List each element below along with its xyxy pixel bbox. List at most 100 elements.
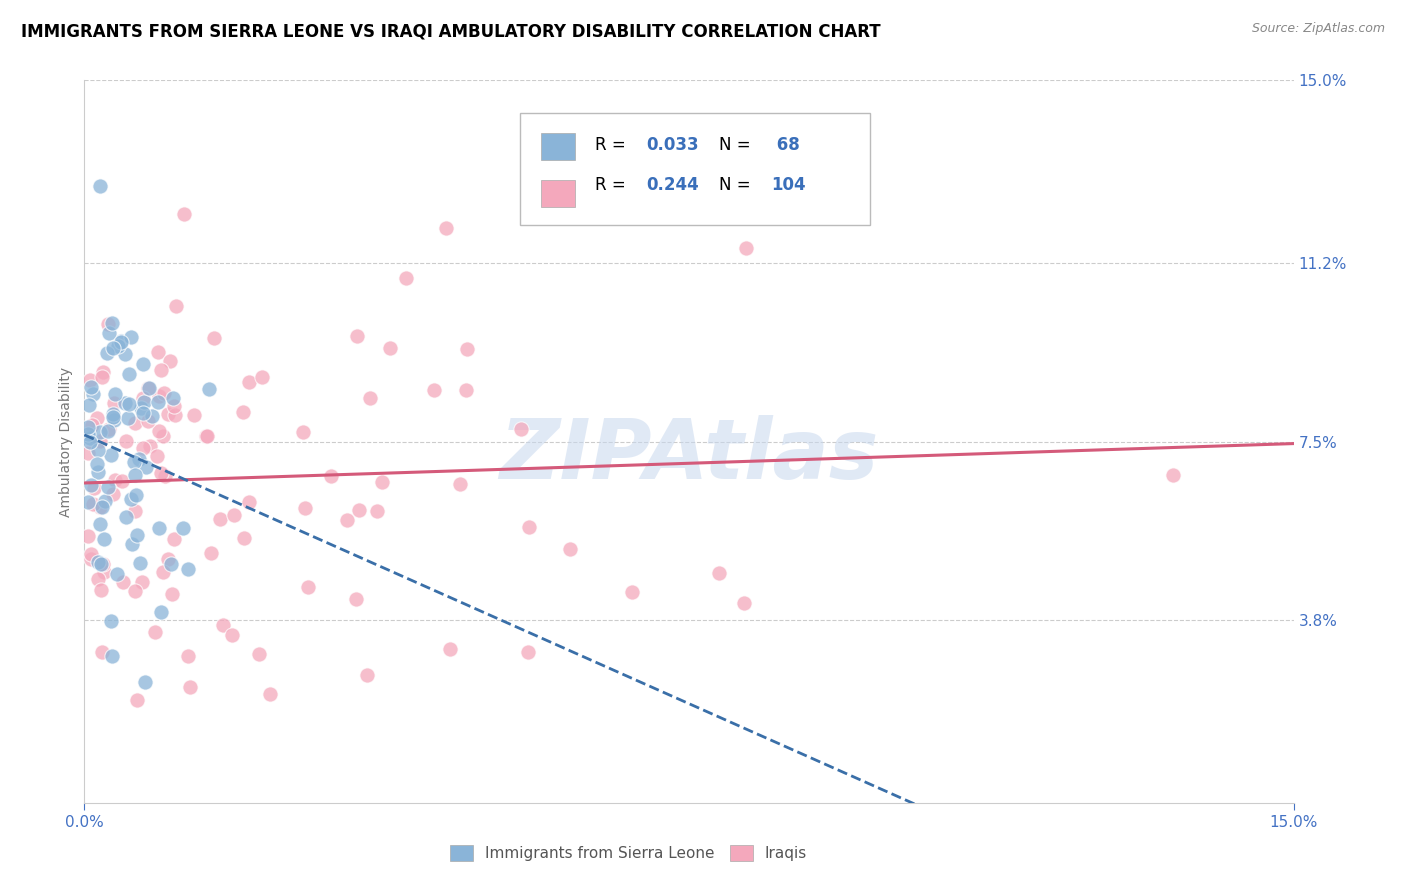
Point [162,391,184,405]
Point [380,341,402,355]
Point [110,334,132,348]
Point [148,390,170,404]
Point [510,422,533,436]
Point [200,546,222,560]
Text: Source: ZipAtlas.com: Source: ZipAtlas.com [1251,22,1385,36]
Point [336,513,359,527]
Point [136,414,159,428]
Point [198,382,221,396]
Point [247,648,270,662]
Point [456,383,478,397]
Point [259,687,281,701]
Point [172,521,194,535]
Point [89,425,111,440]
Point [77,420,100,434]
Point [148,424,170,438]
Point [132,406,155,420]
Point [77,495,100,509]
Point [138,439,160,453]
Point [87,442,110,457]
Point [238,375,260,389]
Point [136,382,159,396]
Point [134,395,156,409]
Point [91,645,114,659]
Point [97,424,120,438]
Point [356,668,378,682]
Text: N =: N = [720,136,756,154]
Point [129,557,152,571]
Point [232,405,254,419]
Point [115,434,138,448]
Point [77,426,100,441]
Point [110,334,132,349]
Point [103,396,125,410]
Point [153,385,176,400]
Point [89,179,111,194]
Point [162,587,184,601]
Point [96,480,118,494]
Point [121,536,143,550]
Point [371,475,394,489]
Point [129,401,152,416]
Text: ZIPAtlas: ZIPAtlas [499,416,879,497]
Point [146,395,169,409]
Point [733,596,755,610]
Point [93,532,115,546]
Point [346,328,368,343]
Point [221,628,243,642]
Point [560,541,582,556]
Point [134,675,156,690]
Point [124,504,146,518]
Point [439,642,461,657]
Point [101,316,124,330]
Point [709,566,731,581]
Point [125,528,148,542]
Point [107,339,129,353]
Point [366,503,388,517]
Point [104,387,127,401]
Point [79,434,101,449]
Point [519,520,541,534]
Point [132,392,155,406]
Point [152,565,174,579]
Point [173,207,195,221]
Point [127,693,149,707]
Point [79,547,101,561]
Point [111,474,134,488]
Point [82,497,104,511]
Point [321,469,343,483]
Point [148,345,170,359]
Text: 0.244: 0.244 [647,176,699,194]
Point [90,500,112,514]
Point [103,341,125,355]
Point [202,331,225,345]
Text: 0.033: 0.033 [647,136,699,154]
Point [131,574,153,589]
Point [97,422,120,436]
Point [149,605,172,619]
Point [157,407,180,421]
Point [163,533,186,547]
Y-axis label: Ambulatory Disability: Ambulatory Disability [59,367,73,516]
Point [124,416,146,430]
Point [117,411,139,425]
Point [79,373,101,387]
Point [100,614,122,628]
Point [165,299,187,313]
Point [734,241,756,255]
Point [163,400,186,414]
Point [97,318,120,332]
Point [77,398,100,412]
Point [86,457,108,471]
Point [146,449,169,463]
Point [150,466,173,480]
Point [138,381,160,395]
Point [101,407,124,421]
Point [637,179,659,194]
Point [434,221,457,235]
Point [165,408,187,422]
Point [160,557,183,571]
Text: R =: R = [595,176,631,194]
Point [90,583,112,598]
Point [101,410,124,425]
